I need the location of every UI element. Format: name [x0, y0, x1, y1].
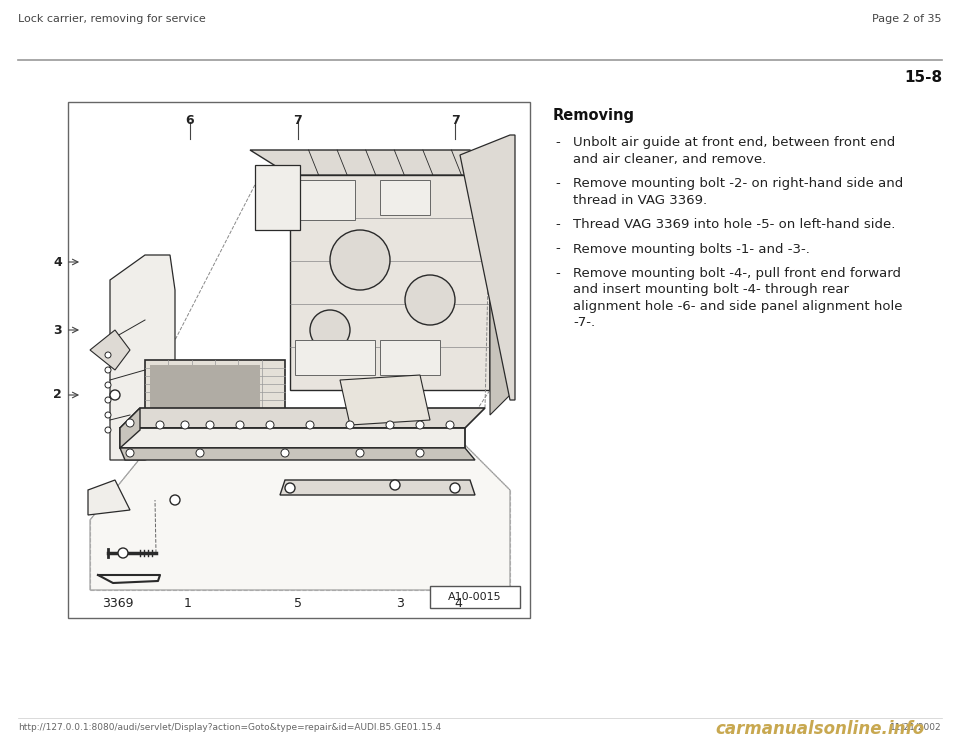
Circle shape [346, 421, 354, 429]
Circle shape [330, 230, 390, 290]
Circle shape [126, 419, 134, 427]
Text: 6: 6 [185, 114, 194, 127]
Polygon shape [280, 480, 475, 495]
Circle shape [416, 421, 424, 429]
Circle shape [266, 421, 274, 429]
Circle shape [156, 421, 164, 429]
Text: Thread VAG 3369 into hole -5- on left-hand side.: Thread VAG 3369 into hole -5- on left-ha… [573, 218, 896, 231]
Text: 4: 4 [53, 255, 62, 269]
Text: 4: 4 [454, 597, 462, 610]
Text: Page 2 of 35: Page 2 of 35 [873, 14, 942, 24]
Polygon shape [110, 255, 175, 460]
Bar [145, 360, 285, 455]
Text: 1: 1 [184, 597, 192, 610]
Text: 3: 3 [396, 597, 404, 610]
Text: Unbolt air guide at front end, between front end: Unbolt air guide at front end, between f… [573, 136, 896, 149]
Circle shape [110, 390, 120, 400]
Polygon shape [120, 428, 465, 448]
Polygon shape [490, 175, 510, 415]
Polygon shape [120, 408, 140, 448]
Circle shape [356, 449, 364, 457]
Circle shape [126, 449, 134, 457]
Text: Removing: Removing [553, 108, 635, 123]
Bar [150, 365, 260, 412]
Circle shape [206, 421, 214, 429]
Circle shape [105, 382, 111, 388]
Text: -: - [555, 267, 560, 280]
Text: -: - [555, 177, 560, 190]
Text: A10-0015: A10-0015 [448, 592, 502, 602]
Text: 2: 2 [53, 389, 62, 401]
Circle shape [105, 397, 111, 403]
Circle shape [405, 275, 455, 325]
Text: alignment hole -6- and side panel alignment hole: alignment hole -6- and side panel alignm… [573, 300, 902, 313]
Circle shape [446, 421, 454, 429]
Text: Lock carrier, removing for service: Lock carrier, removing for service [18, 14, 205, 24]
Circle shape [281, 449, 289, 457]
Bar [430, 586, 520, 608]
Text: Remove mounting bolts -1- and -3-.: Remove mounting bolts -1- and -3-. [573, 243, 810, 255]
Bar [380, 340, 440, 375]
Text: 3: 3 [54, 324, 62, 337]
Text: 7: 7 [294, 114, 302, 127]
Text: -: - [555, 136, 560, 149]
Text: and insert mounting bolt -4- through rear: and insert mounting bolt -4- through rea… [573, 283, 849, 297]
Circle shape [170, 495, 180, 505]
Polygon shape [290, 175, 490, 390]
Text: 5: 5 [294, 597, 302, 610]
Circle shape [386, 421, 394, 429]
Bar [295, 340, 375, 375]
Circle shape [196, 449, 204, 457]
Bar [68, 102, 530, 618]
Circle shape [306, 421, 314, 429]
Text: carmanualsonline.info: carmanualsonline.info [715, 720, 924, 738]
Text: -7-.: -7-. [573, 317, 595, 329]
Circle shape [105, 352, 111, 358]
Circle shape [236, 421, 244, 429]
Circle shape [105, 367, 111, 373]
Text: -: - [555, 218, 560, 231]
Circle shape [105, 412, 111, 418]
Text: Remove mounting bolt -4-, pull front end forward: Remove mounting bolt -4-, pull front end… [573, 267, 901, 280]
Circle shape [285, 483, 295, 493]
Polygon shape [120, 408, 485, 428]
Polygon shape [90, 330, 130, 370]
Polygon shape [90, 440, 510, 590]
Polygon shape [255, 165, 300, 230]
Text: Remove mounting bolt -2- on right-hand side and: Remove mounting bolt -2- on right-hand s… [573, 177, 903, 190]
Polygon shape [120, 448, 475, 460]
Text: http://127.0.0.1:8080/audi/servlet/Display?action=Goto&type=repair&id=AUDI.B5.GE: http://127.0.0.1:8080/audi/servlet/Displ… [18, 723, 442, 732]
Text: -: - [555, 243, 560, 255]
Polygon shape [340, 375, 430, 425]
Polygon shape [88, 480, 130, 515]
Circle shape [118, 548, 128, 558]
Text: and air cleaner, and remove.: and air cleaner, and remove. [573, 153, 766, 165]
Text: 7: 7 [450, 114, 460, 127]
Circle shape [450, 483, 460, 493]
Bar [295, 180, 355, 220]
Polygon shape [490, 155, 510, 390]
Circle shape [390, 480, 400, 490]
Bar [380, 180, 430, 215]
Circle shape [181, 421, 189, 429]
Text: 15-8: 15-8 [904, 70, 942, 85]
Circle shape [310, 310, 350, 350]
Text: 11/21/2002: 11/21/2002 [890, 723, 942, 732]
Polygon shape [460, 135, 515, 400]
Circle shape [416, 449, 424, 457]
Text: thread in VAG 3369.: thread in VAG 3369. [573, 194, 708, 206]
Polygon shape [250, 150, 490, 175]
Circle shape [105, 427, 111, 433]
Text: 3369: 3369 [103, 597, 133, 610]
